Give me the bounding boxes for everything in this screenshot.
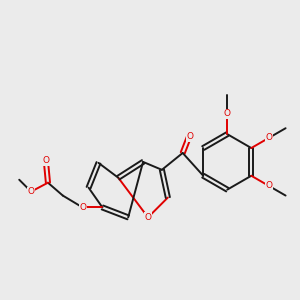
Text: O: O [266,134,272,142]
Text: O: O [79,203,86,212]
Text: O: O [186,132,193,141]
Text: O: O [28,187,34,196]
Text: O: O [145,213,152,222]
Text: O: O [43,157,50,166]
Text: O: O [266,182,272,190]
Text: O: O [224,109,231,118]
